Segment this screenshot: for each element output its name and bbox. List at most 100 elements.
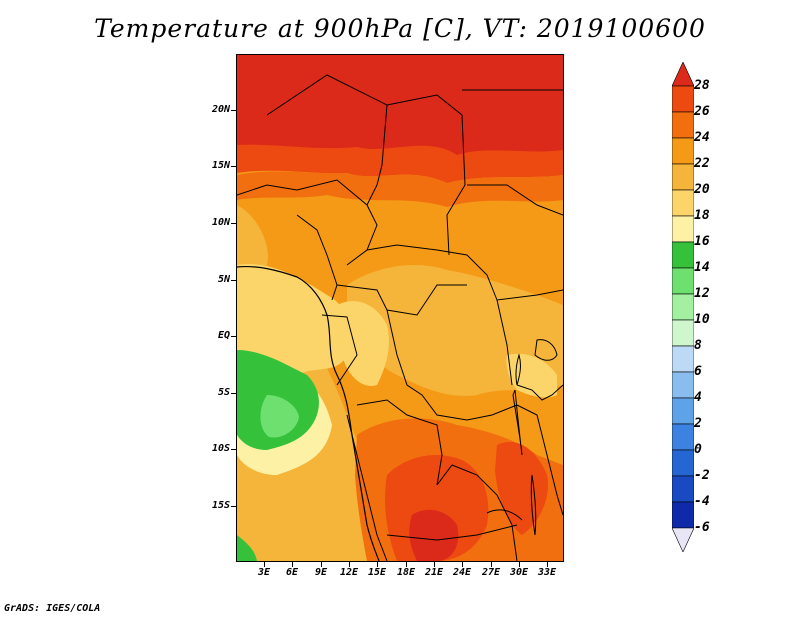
lat-label-5s: 5S bbox=[217, 387, 230, 398]
colorbar-swatch bbox=[671, 85, 695, 113]
lon-tick bbox=[377, 562, 378, 567]
colorbar-label: 4 bbox=[694, 390, 702, 405]
coastline bbox=[237, 265, 380, 561]
border-east bbox=[516, 404, 563, 516]
lat-label-10s: 10S bbox=[211, 443, 230, 454]
colorbar-swatch bbox=[671, 111, 695, 139]
lakes bbox=[486, 339, 558, 536]
colorbar-label: 20 bbox=[694, 182, 710, 197]
lon-tick bbox=[462, 562, 463, 567]
colorbar-top-arrow bbox=[671, 61, 695, 87]
colorbar-swatch bbox=[671, 267, 695, 295]
lat-tick bbox=[231, 393, 236, 394]
colorbar-label: 22 bbox=[694, 156, 710, 171]
colorbar-label: 18 bbox=[694, 208, 710, 223]
temperature-field bbox=[237, 55, 563, 561]
lon-label-21e: 21E bbox=[424, 567, 444, 578]
south-hottest-28 bbox=[409, 509, 459, 561]
lat-tick bbox=[231, 166, 236, 167]
lon-label-18e: 18E bbox=[396, 567, 416, 578]
colorbar-swatch bbox=[671, 215, 695, 243]
colorbar-swatch bbox=[671, 345, 695, 373]
lon-label-24e: 24E bbox=[452, 567, 472, 578]
lat-tick bbox=[231, 110, 236, 111]
colorbar-label: 26 bbox=[694, 104, 710, 119]
lon-tick bbox=[264, 562, 265, 567]
colorbar-bottom-arrow bbox=[671, 527, 695, 553]
lon-tick bbox=[491, 562, 492, 567]
lat-label-15n: 15N bbox=[211, 160, 230, 171]
lon-label-12e: 12E bbox=[339, 567, 359, 578]
lat-tick bbox=[231, 449, 236, 450]
border-congo bbox=[386, 309, 518, 421]
lat-label-eq: EQ bbox=[217, 330, 230, 341]
border-west-1 bbox=[296, 214, 338, 301]
colorbar-label: 2 bbox=[694, 416, 702, 431]
lon-tick bbox=[519, 562, 520, 567]
colorbar-swatch bbox=[671, 137, 695, 165]
colorbar-swatch bbox=[671, 475, 695, 503]
east-highland-18 bbox=[506, 353, 557, 398]
colorbar-label: -6 bbox=[694, 520, 710, 535]
lat-tick bbox=[231, 280, 236, 281]
lake-victoria bbox=[534, 339, 558, 361]
lon-tick bbox=[321, 562, 322, 567]
colorbar-swatch bbox=[671, 501, 695, 529]
coastal-18 bbox=[237, 264, 349, 378]
ocean-12 bbox=[260, 395, 299, 438]
lat-label-10n: 10N bbox=[211, 217, 230, 228]
lon-label-15e: 15E bbox=[367, 567, 387, 578]
lake-kariba bbox=[486, 509, 523, 521]
map-title: Temperature at 900hPa [C], VT: 201910060… bbox=[94, 14, 706, 43]
colorbar-label: 16 bbox=[694, 234, 710, 249]
lat-tick bbox=[231, 336, 236, 337]
border-central-north bbox=[366, 244, 563, 301]
colorbar-swatch bbox=[671, 397, 695, 425]
border-sahel bbox=[237, 179, 378, 266]
colorbar-swatch bbox=[671, 293, 695, 321]
border-north-2 bbox=[386, 94, 466, 256]
border-sudan bbox=[467, 184, 563, 216]
temperature-map bbox=[236, 54, 564, 562]
lon-label-6e: 6E bbox=[285, 567, 299, 578]
border-gabon bbox=[321, 314, 358, 386]
border-south bbox=[386, 524, 518, 541]
ocean-14-south bbox=[237, 535, 257, 561]
lon-label-27e: 27E bbox=[481, 567, 501, 578]
lake-malawi bbox=[530, 474, 537, 536]
lon-tick bbox=[434, 562, 435, 567]
lon-label-3e: 3E bbox=[257, 567, 271, 578]
lon-label-33e: 33E bbox=[537, 567, 557, 578]
country-borders bbox=[237, 74, 563, 561]
colorbar-swatch bbox=[671, 371, 695, 399]
border-cameroon bbox=[336, 284, 467, 316]
north-hottest-band bbox=[237, 55, 563, 155]
colorbar-swatch bbox=[671, 423, 695, 451]
grads-credit: GrADS: IGES/COLA bbox=[4, 603, 101, 614]
colorbar bbox=[671, 61, 695, 553]
colorbar-label: 14 bbox=[694, 260, 710, 275]
border-zambia bbox=[436, 464, 518, 561]
lon-label-30e: 30E bbox=[509, 567, 529, 578]
lat-label-15s: 15S bbox=[211, 500, 230, 511]
colorbar-swatch bbox=[671, 319, 695, 347]
lat-label-20n: 20N bbox=[211, 104, 230, 115]
colorbar-swatch bbox=[671, 449, 695, 477]
colorbar-label: 28 bbox=[694, 78, 710, 93]
lat-label-5n: 5N bbox=[217, 274, 230, 285]
colorbar-label: 10 bbox=[694, 312, 710, 327]
lon-tick bbox=[406, 562, 407, 567]
border-drc-east bbox=[496, 299, 513, 386]
colorbar-swatch bbox=[671, 189, 695, 217]
border-great-lakes bbox=[516, 384, 563, 401]
lon-tick bbox=[349, 562, 350, 567]
colorbar-label: 24 bbox=[694, 130, 710, 145]
colorbar-label: -2 bbox=[694, 468, 710, 483]
lat-tick bbox=[231, 223, 236, 224]
lon-tick bbox=[292, 562, 293, 567]
colorbar-label: 12 bbox=[694, 286, 710, 301]
colorbar-label: -4 bbox=[694, 494, 710, 509]
colorbar-swatch bbox=[671, 163, 695, 191]
border-angola-n bbox=[356, 399, 443, 486]
colorbar-label: 8 bbox=[694, 338, 702, 353]
